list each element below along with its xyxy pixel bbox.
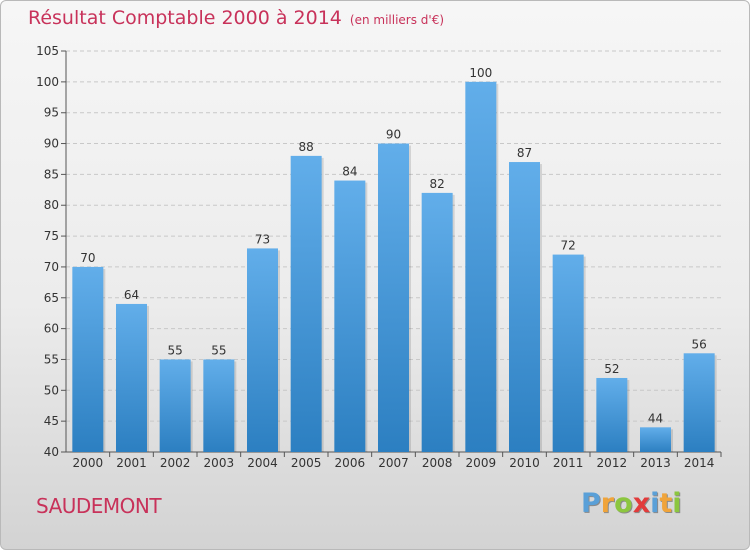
data-label-2007: 90 <box>386 128 401 142</box>
data-label-2010: 87 <box>517 146 532 160</box>
data-label-2011: 72 <box>561 239 576 253</box>
logo-letter: r <box>600 488 615 519</box>
y-tick-label: 70 <box>44 260 59 274</box>
logo-letter: o <box>614 488 633 519</box>
bar-2006 <box>334 180 366 453</box>
data-label-2009: 100 <box>469 66 492 80</box>
bar-2011 <box>552 254 584 452</box>
x-tick-label-2008: 2008 <box>422 456 453 470</box>
x-tick-label-2014: 2014 <box>684 456 715 470</box>
bar-2004 <box>247 248 278 452</box>
data-label-2013: 44 <box>648 411 663 425</box>
data-label-2003: 55 <box>211 343 226 357</box>
logo-letter: P <box>581 488 601 519</box>
y-tick-label: 40 <box>44 445 59 459</box>
y-tick-label: 105 <box>36 44 59 58</box>
bar-2001 <box>116 303 147 452</box>
data-label-2006: 84 <box>342 165 357 179</box>
chart-unit-label: (en milliers d'€) <box>349 13 445 27</box>
logo-letter: i <box>672 488 682 519</box>
x-tick-label-2009: 2009 <box>466 456 497 470</box>
x-tick-label-2013: 2013 <box>640 456 671 470</box>
logo-letter: x <box>632 488 651 519</box>
x-tick-label-2000: 2000 <box>73 456 104 470</box>
bar-2013 <box>640 427 671 452</box>
bar-2009 <box>465 81 497 452</box>
logo-letter: t <box>659 488 673 519</box>
x-tick-label-2006: 2006 <box>335 456 366 470</box>
bar-2012 <box>596 377 628 452</box>
bar-2010 <box>509 162 540 453</box>
chart-title-text: Résultat Comptable 2000 à 2014 <box>28 7 342 29</box>
y-tick-label: 90 <box>44 137 59 151</box>
chart-title: Résultat Comptable 2000 à 2014 (en millie… <box>28 7 444 29</box>
bar-2005 <box>290 155 322 452</box>
y-tick-label: 95 <box>44 106 59 120</box>
place-name: SAUDEMONT <box>36 494 162 518</box>
y-tick-label: 50 <box>44 383 59 397</box>
bar-2014 <box>683 353 715 452</box>
y-tick-label: 100 <box>36 75 59 89</box>
data-label-2005: 88 <box>299 140 314 154</box>
y-tick-label: 65 <box>44 291 59 305</box>
bar-2000 <box>72 266 104 452</box>
bar-2002 <box>159 359 191 452</box>
y-tick-label: 55 <box>44 352 59 366</box>
data-label-2012: 52 <box>604 362 619 376</box>
y-tick-label: 80 <box>44 198 59 212</box>
proxiti-logo: Proxiti <box>581 488 682 519</box>
x-tick-label-2004: 2004 <box>247 456 278 470</box>
y-tick-label: 45 <box>44 414 59 428</box>
data-label-2001: 64 <box>124 288 139 302</box>
y-tick-label: 85 <box>44 167 59 181</box>
x-tick-label-2002: 2002 <box>160 456 191 470</box>
y-tick-label: 75 <box>44 229 59 243</box>
bar-2003 <box>203 359 235 452</box>
x-tick-label-2003: 2003 <box>204 456 235 470</box>
bar-2007 <box>378 143 409 453</box>
x-tick-label-2005: 2005 <box>291 456 322 470</box>
x-tick-label-2011: 2011 <box>553 456 584 470</box>
data-label-2000: 70 <box>80 251 95 265</box>
data-label-2004: 73 <box>255 232 270 246</box>
data-label-2014: 56 <box>692 337 707 351</box>
data-label-2008: 82 <box>430 177 445 191</box>
x-tick-label-2012: 2012 <box>597 456 628 470</box>
bar-2008 <box>421 192 453 452</box>
y-tick-label: 60 <box>44 322 59 336</box>
x-tick-label-2001: 2001 <box>116 456 147 470</box>
x-tick-label-2007: 2007 <box>378 456 409 470</box>
x-tick-label-2010: 2010 <box>509 456 540 470</box>
data-label-2002: 55 <box>168 343 183 357</box>
logo-letter: i <box>650 488 660 519</box>
